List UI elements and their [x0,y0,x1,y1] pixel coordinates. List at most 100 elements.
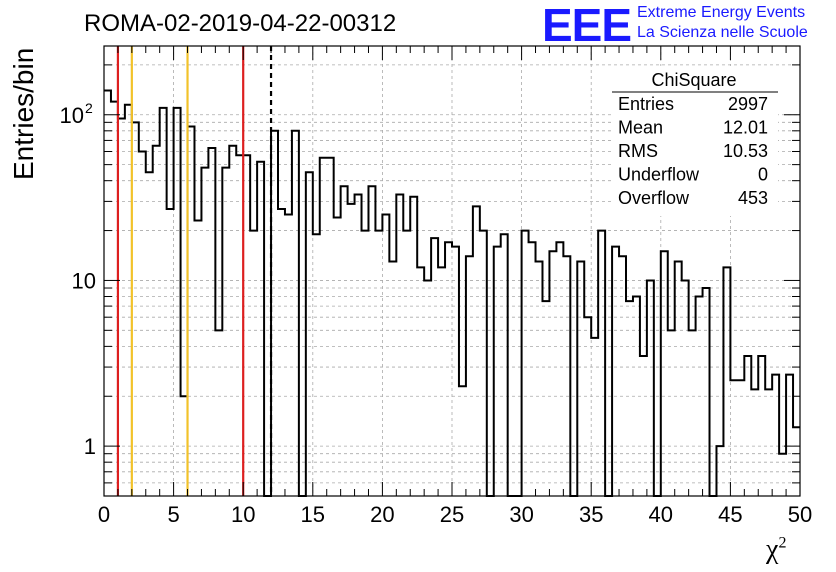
histogram-bin [751,389,758,496]
histogram-bin [424,280,431,496]
histogram-bin [194,221,201,496]
histogram-bin [389,262,396,496]
histogram-bin [765,389,772,496]
histogram-bin [619,256,626,496]
histogram-bin [355,195,362,496]
histogram-bin [556,242,563,496]
histogram-bin [563,256,570,496]
histogram-bin [459,386,466,496]
x-axis-label-symbol: χ [766,534,779,565]
y-tick-exponent: 2 [85,100,93,116]
histogram-bin [494,247,501,496]
histogram-bin [215,330,222,496]
histogram-bin [466,256,473,496]
y-axis-label: Entries/bin [8,47,39,180]
eee-logo: EEE [542,0,632,51]
histogram-bin [257,162,264,496]
histogram-bin [139,152,146,496]
histogram-bin [222,168,229,496]
stats-header: ChiSquare [651,70,736,90]
histogram-bin [445,242,452,496]
histogram-bin [522,231,529,496]
histogram-bin [675,262,682,496]
histogram-bin [229,146,236,496]
stats-value: 453 [738,188,768,208]
histogram-bin [410,197,417,496]
histogram-bin [438,267,445,496]
stats-value: 0 [758,165,768,185]
histogram-bin [591,338,598,496]
histogram-bin [250,231,257,496]
histogram-bin [689,330,696,496]
histogram-bin [793,427,800,496]
chart-title: ROMA-02-2019-04-22-00312 [84,10,397,37]
histogram-bin [779,454,786,496]
stats-label: Underflow [618,165,700,185]
y-tick-label: 1 [84,434,96,459]
x-tick-label: 25 [440,502,464,527]
x-tick-label: 45 [718,502,742,527]
x-tick-label: 20 [370,502,394,527]
histogram-bin [661,251,668,496]
x-tick-label: 35 [579,502,603,527]
histogram-bin [382,215,389,496]
histogram-bin [201,168,208,496]
histogram-bin [696,296,703,496]
histogram-bin [208,148,215,496]
reference-lines [116,46,273,496]
histogram-bin [341,186,348,496]
x-tick-label: 30 [509,502,533,527]
histogram-bin [716,446,723,496]
histogram-bin [536,262,543,496]
histogram-bin [598,231,605,496]
histogram-bin [758,356,765,496]
histogram-bin [633,296,640,496]
stats-label: RMS [618,141,658,161]
histogram-bin [480,231,487,496]
histogram-bin [368,186,375,496]
y-tick-label: 10 [72,268,96,293]
histogram-bin [278,209,285,496]
histogram-bin [786,375,793,496]
histogram-bin [473,206,480,496]
stats-label: Entries [618,94,674,114]
histogram-bin [320,158,327,496]
histogram-bin [313,234,320,496]
histogram-bin [375,231,382,496]
histogram-layer [104,89,800,497]
x-axis-label: χ2 [766,534,786,566]
histogram-bin [584,317,591,496]
histogram-bin [668,330,675,496]
y-tick-label: 10 [60,103,84,128]
logo-tagline-1: Extreme Energy Events [637,4,806,21]
x-tick-label: 0 [98,502,110,527]
histogram-bin [737,380,744,496]
histogram-bin [167,209,174,496]
histogram-bin [501,234,508,496]
x-tick-label: 15 [301,502,325,527]
histogram-bin [174,108,181,496]
histogram-bin [403,231,410,496]
histogram-outline [104,89,800,497]
stats-label: Overflow [618,188,690,208]
histogram-bin [703,288,710,496]
x-tick-label: 40 [649,502,673,527]
histogram-bin [306,172,313,496]
histogram-bin [577,262,584,496]
histogram-bin [452,247,459,496]
histogram-bin [146,172,153,496]
histogram-bin [549,251,556,496]
x-axis-label-exponent: 2 [778,534,787,552]
stats-value: 10.53 [723,141,768,161]
histogram-bin [529,242,536,496]
histogram-bin [417,267,424,496]
x-tick-label: 10 [231,502,255,527]
histogram-bin [348,204,355,496]
histogram-bin [612,247,619,496]
histogram-bin [334,217,341,496]
histogram-bin [682,280,689,496]
logo-tagline-2: La Scienza nelle Scuole [637,24,808,41]
x-tick-label: 5 [167,502,179,527]
